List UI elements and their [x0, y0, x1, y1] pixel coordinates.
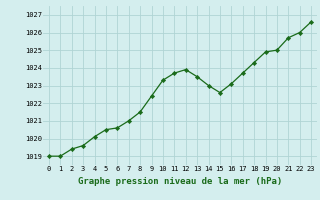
X-axis label: Graphe pression niveau de la mer (hPa): Graphe pression niveau de la mer (hPa) [78, 177, 282, 186]
